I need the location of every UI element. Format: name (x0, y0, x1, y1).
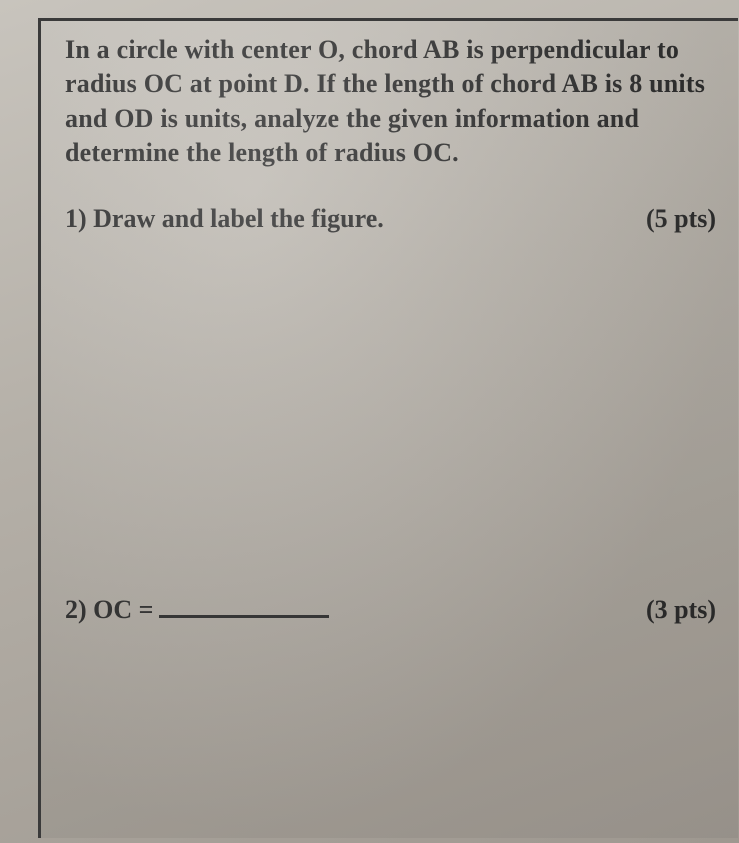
answer-blank (159, 594, 329, 617)
question-2-left: 2) OC = (65, 594, 329, 624)
question-1-label: 1) Draw and label the figure. (65, 204, 384, 234)
question-1-row: 1) Draw and label the figure. (5 pts) (65, 204, 720, 234)
worksheet-page: In a circle with center O, chord AB is p… (38, 18, 738, 838)
question-2-row: 2) OC = (3 pts) (65, 594, 720, 624)
drawing-area (65, 234, 720, 594)
problem-statement: In a circle with center O, chord AB is p… (65, 33, 720, 170)
question-2-label: 2) OC = (65, 595, 153, 625)
question-2-points: (3 pts) (646, 595, 720, 625)
question-1-points: (5 pts) (646, 204, 720, 234)
